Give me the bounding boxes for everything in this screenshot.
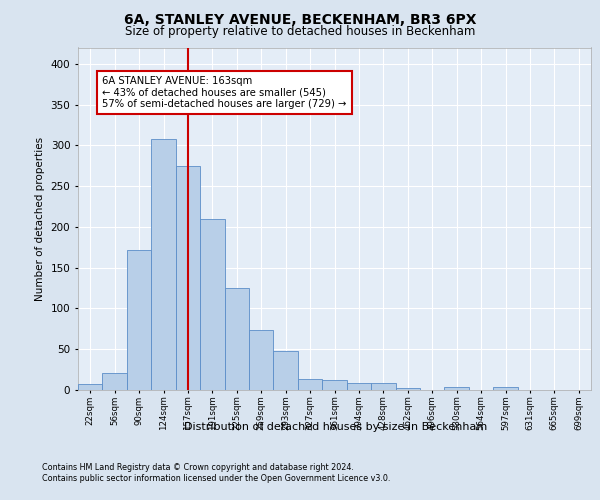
Y-axis label: Number of detached properties: Number of detached properties <box>35 136 45 301</box>
Bar <box>298 378 322 390</box>
Bar <box>274 351 298 390</box>
Bar <box>176 166 200 390</box>
Text: Contains HM Land Registry data © Crown copyright and database right 2024.: Contains HM Land Registry data © Crown c… <box>42 462 354 471</box>
Bar <box>127 250 151 390</box>
Bar <box>445 386 469 390</box>
Bar <box>493 386 518 390</box>
Bar <box>347 382 371 390</box>
Bar <box>151 139 176 390</box>
Bar <box>322 380 347 390</box>
Text: 6A, STANLEY AVENUE, BECKENHAM, BR3 6PX: 6A, STANLEY AVENUE, BECKENHAM, BR3 6PX <box>124 12 476 26</box>
Text: Contains public sector information licensed under the Open Government Licence v3: Contains public sector information licen… <box>42 474 391 483</box>
Bar <box>395 388 420 390</box>
Text: Distribution of detached houses by size in Beckenham: Distribution of detached houses by size … <box>184 422 488 432</box>
Bar <box>371 382 395 390</box>
Text: 6A STANLEY AVENUE: 163sqm
← 43% of detached houses are smaller (545)
57% of semi: 6A STANLEY AVENUE: 163sqm ← 43% of detac… <box>103 76 347 109</box>
Bar <box>103 373 127 390</box>
Bar <box>224 288 249 390</box>
Bar <box>200 219 224 390</box>
Bar <box>249 330 274 390</box>
Bar <box>78 384 103 390</box>
Text: Size of property relative to detached houses in Beckenham: Size of property relative to detached ho… <box>125 25 475 38</box>
